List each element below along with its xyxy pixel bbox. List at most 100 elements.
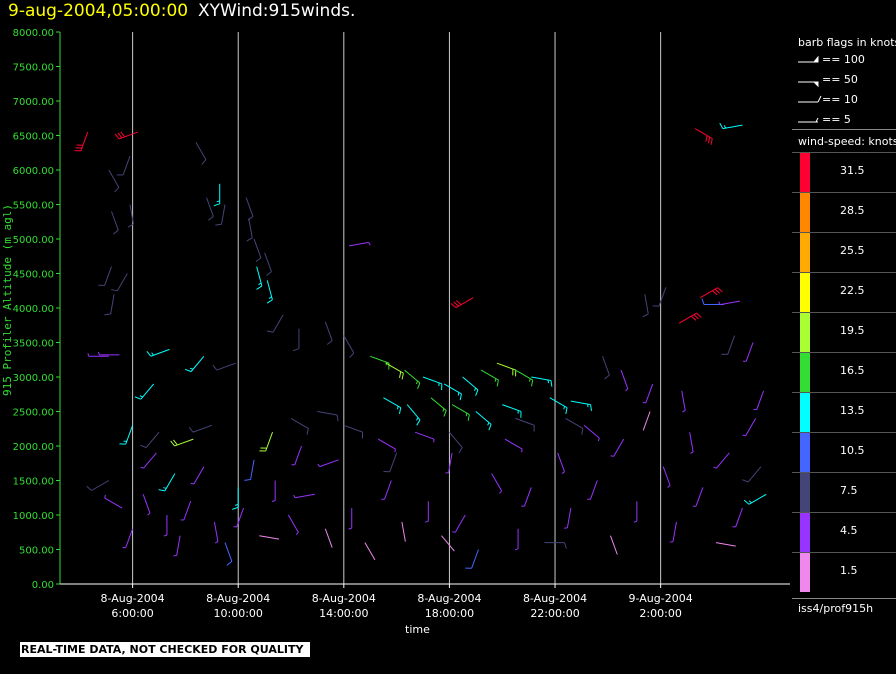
wind-barb [206, 197, 214, 221]
wind-barb [404, 369, 421, 390]
y-tick-label: 4000.00 [13, 304, 54, 315]
wind-barb [114, 131, 139, 140]
wind-barb [246, 218, 253, 242]
wind-barb [324, 528, 333, 548]
color-swatch [800, 152, 810, 192]
color-swatch-label: 10.5 [840, 444, 865, 457]
wind-barb [721, 335, 736, 355]
wind-barb [743, 342, 754, 362]
wind-barb [377, 438, 396, 453]
wind-barb [689, 432, 694, 454]
wind-barb [190, 466, 205, 485]
wind-barb [98, 266, 112, 286]
wind-barb [292, 328, 300, 352]
x-tick-date: 8-Aug-2004 [101, 592, 165, 605]
wind-barb [602, 356, 610, 380]
wind-barb [732, 507, 743, 528]
legend-divider-bottom [792, 598, 896, 599]
color-swatch [800, 512, 810, 552]
speed-legend-title: wind-speed: knots [798, 135, 896, 148]
y-tick-label: 0.00 [32, 580, 54, 591]
scale-divider [792, 472, 896, 473]
wind-barb [213, 183, 221, 207]
x-tick-time: 2:00:00 [639, 607, 681, 620]
color-swatch-label: 4.5 [840, 524, 858, 537]
wind-barb [266, 314, 284, 333]
wind-barb [86, 480, 110, 491]
wind-barb [565, 417, 584, 435]
color-swatch-label: 13.5 [840, 404, 865, 417]
color-swatch [800, 432, 810, 472]
wind-barb [290, 417, 309, 435]
wind-barb [104, 494, 123, 509]
color-swatch [800, 272, 810, 312]
wind-barb [317, 411, 339, 422]
wind-barb [504, 438, 523, 453]
barb-legend-100: == 100 [822, 53, 865, 66]
wind-barb [642, 294, 649, 318]
wind-barb [465, 549, 479, 569]
legend-panel: barb flags in knots == 100 == 50 == 10 =… [792, 30, 896, 630]
wind-barb [564, 508, 572, 529]
wind-barb [502, 404, 522, 418]
wind-barb [443, 383, 462, 401]
wind-barb [480, 369, 499, 387]
wind-barb [253, 238, 262, 263]
barb-legend-title: barb flags in knots [798, 36, 896, 49]
wind-barb [364, 542, 376, 561]
wind-barb [491, 473, 503, 494]
wind-barb [753, 390, 765, 411]
wind-barb [158, 473, 176, 492]
wind-barb [743, 493, 767, 505]
x-tick-date: 9-Aug-2004 [629, 592, 693, 605]
scale-divider [792, 552, 896, 553]
wind-barb [451, 404, 470, 421]
wind-barb [97, 351, 120, 356]
wind-barb [549, 397, 568, 414]
wind-barb [244, 459, 255, 481]
wind-barb [610, 438, 625, 457]
wind-barb [462, 376, 479, 396]
wind-barb [425, 501, 429, 523]
x-tick-date: 8-Aug-2004 [417, 592, 481, 605]
y-tick-label: 1500.00 [13, 477, 54, 488]
wind-barb [642, 383, 654, 404]
wind-barb [259, 432, 274, 452]
y-tick-label: 8000.00 [13, 28, 54, 39]
wind-barb [694, 128, 713, 145]
wind-barb [681, 390, 686, 413]
wind-barb [111, 211, 119, 235]
wind-barb [406, 404, 421, 426]
wind-barb [287, 514, 299, 536]
wind-barb [692, 487, 704, 507]
wind-barb [140, 452, 157, 469]
wind-barb [111, 273, 128, 292]
wind-barb [701, 298, 724, 306]
wind-barb [188, 424, 212, 433]
barb-legend-icons [798, 55, 822, 123]
barb-legend-50: == 50 [822, 73, 858, 86]
wind-barb [583, 424, 600, 442]
wind-barb [349, 241, 371, 247]
wind-barb [215, 204, 226, 226]
wind-barb [348, 508, 353, 530]
chart-axes: 0.00 500.00 1000.00 1500.00 2000.00 2500.00 30… [13, 28, 790, 620]
wind-barb [620, 369, 629, 392]
legend-divider [792, 129, 896, 130]
y-tick-label: 1000.00 [13, 511, 54, 522]
scale-divider [792, 272, 896, 273]
color-swatch [800, 232, 810, 272]
scale-divider [792, 432, 896, 433]
wind-barb [430, 397, 447, 417]
wind-barb [449, 431, 463, 454]
color-swatch [800, 552, 810, 592]
wind-barb [587, 480, 598, 500]
color-swatch-label: 25.5 [840, 244, 865, 257]
wind-barb [116, 156, 131, 176]
y-tick-label: 5500.00 [13, 201, 54, 212]
wind-barb [662, 466, 671, 488]
y-tick-label: 6500.00 [13, 132, 54, 143]
wind-barb [699, 287, 723, 299]
wind-barb [264, 252, 272, 276]
y-tick-label: 5000.00 [13, 235, 54, 246]
